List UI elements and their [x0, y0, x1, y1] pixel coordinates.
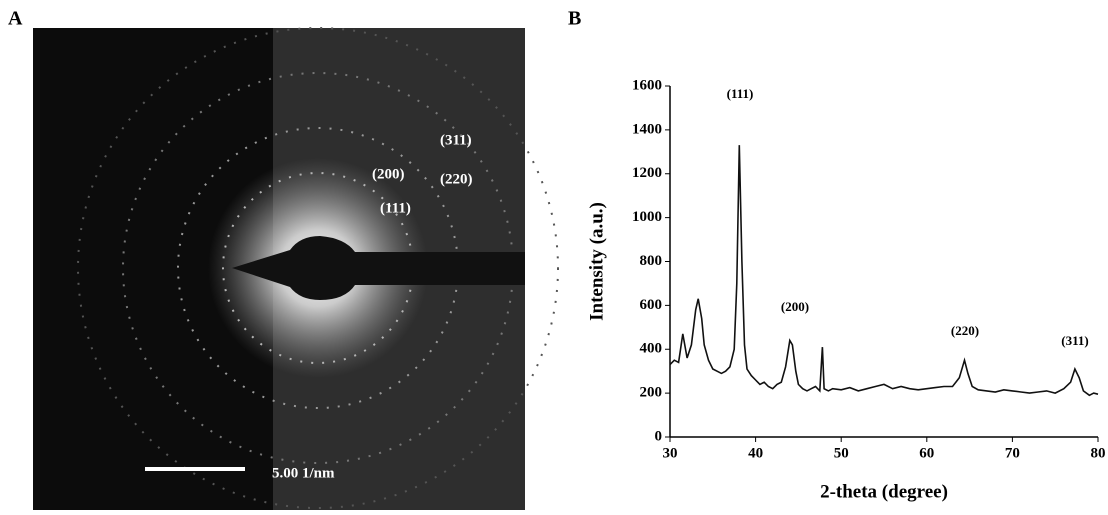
- figure: A (311) (200) (220) (111) 5.00 1/nm B 0 200 4…: [0, 0, 1108, 510]
- y-tick-label: 600: [640, 297, 663, 313]
- y-tick-label: 1600: [632, 77, 662, 93]
- page: {"panel_a": {"label": "A", "annotations"…: [0, 0, 1108, 510]
- ring-label: (311): [440, 132, 472, 148]
- panel-label: A: [8, 8, 23, 30]
- y-tick-label: 800: [640, 253, 663, 269]
- x-axis-label: 2-theta (degree): [820, 481, 948, 502]
- xrd-chart: 0 200 400 600 800 1000 1200 1400 1600 30 40 50 60 70 8…: [586, 77, 1105, 502]
- ring-label: (111): [380, 200, 411, 216]
- x-tick-label: 80: [1091, 445, 1106, 461]
- peak-label: (220): [951, 323, 979, 338]
- x-tick-label: 30: [663, 445, 678, 461]
- x-tick-label: 50: [834, 445, 849, 461]
- x-tick-label: 70: [1005, 445, 1020, 461]
- peak-label: (111): [727, 86, 754, 101]
- y-tick-label: 1400: [632, 121, 662, 137]
- peak-label: (200): [781, 299, 809, 314]
- y-axis-label: Intensity (a.u.): [586, 202, 607, 321]
- scale-bar-label: 5.00 1/nm: [272, 465, 335, 481]
- y-tick-label: 0: [655, 428, 663, 444]
- x-tick-label: 40: [748, 445, 763, 461]
- y-tick-label: 200: [640, 385, 663, 401]
- peak-label: (311): [1061, 333, 1088, 348]
- y-tick-label: 1200: [632, 165, 662, 181]
- y-tick-label: 1000: [632, 209, 662, 225]
- ring-label: (200): [372, 166, 405, 182]
- ring-label: (220): [440, 171, 473, 187]
- y-tick-label: 400: [640, 341, 663, 357]
- panel-label: B: [568, 8, 581, 30]
- xrd-line: [670, 145, 1098, 395]
- x-tick-label: 60: [919, 445, 934, 461]
